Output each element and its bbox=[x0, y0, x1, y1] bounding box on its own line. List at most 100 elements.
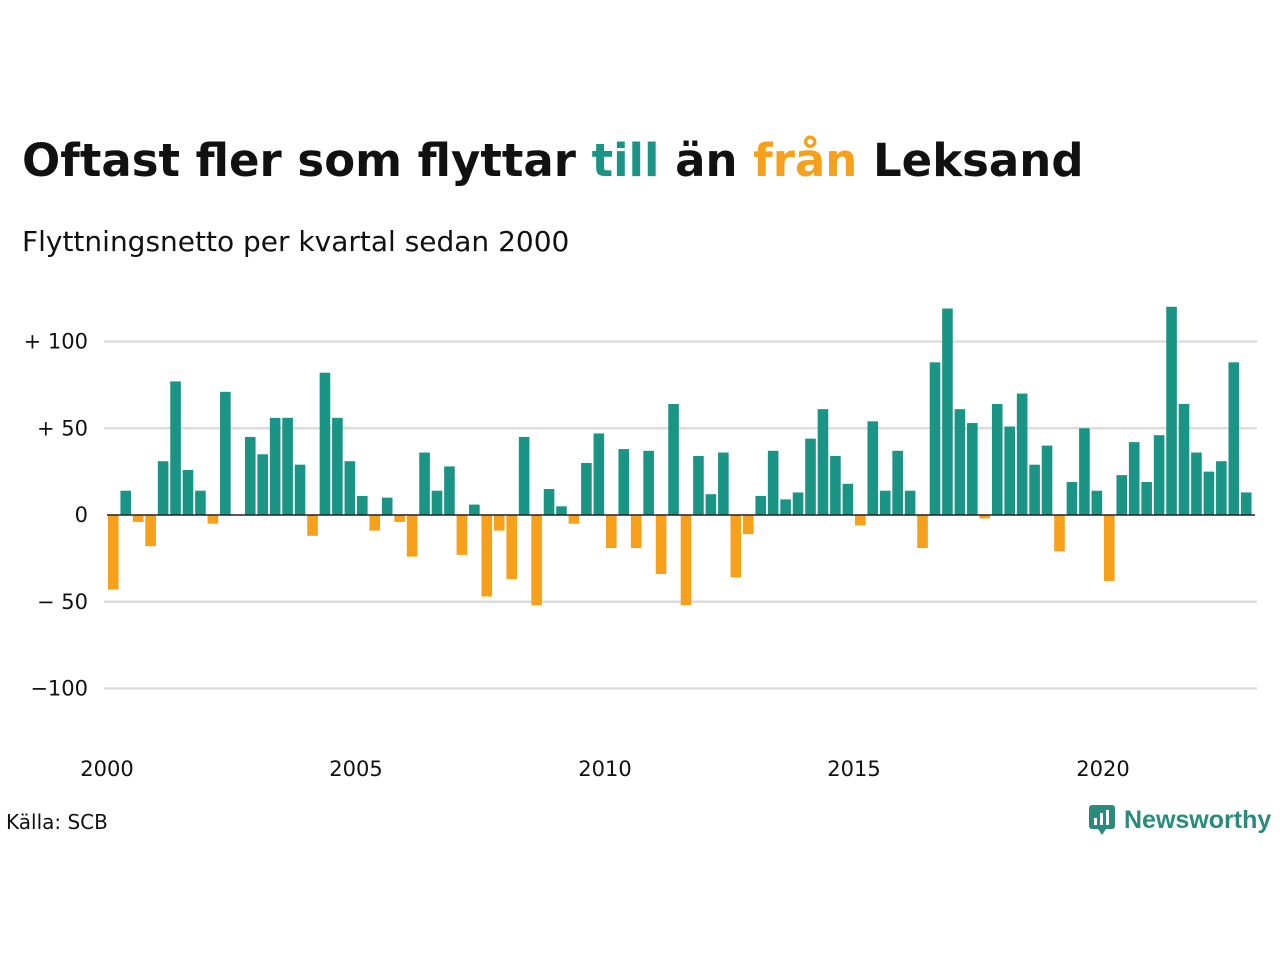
bar-2003-q2 bbox=[269, 417, 281, 515]
bar-2019-q2 bbox=[1066, 482, 1078, 515]
bar-2010-q1 bbox=[606, 515, 617, 548]
bar-2021-q3 bbox=[1178, 403, 1190, 515]
bar-2020-q4 bbox=[1141, 482, 1152, 515]
x-tick-label: 2015 bbox=[827, 757, 880, 781]
bar-2008-q1 bbox=[506, 515, 517, 580]
bar-2013-q4 bbox=[792, 492, 804, 515]
bar-2015-q4 bbox=[892, 450, 903, 515]
bar-2006-q1 bbox=[406, 515, 418, 557]
bar-2001-q2 bbox=[170, 381, 181, 515]
bar-2016-q4 bbox=[942, 308, 953, 515]
title-part-1: Oftast fler som flyttar bbox=[22, 134, 592, 187]
bar-2001-q4 bbox=[195, 490, 206, 515]
chart-title: Oftast fler som flyttar till än från Lek… bbox=[22, 132, 1084, 190]
bar-2020-q1 bbox=[1104, 515, 1115, 581]
x-tick-label: 2020 bbox=[1076, 757, 1129, 781]
bar-2018-q4 bbox=[1041, 445, 1053, 515]
title-highlight-in: till bbox=[591, 134, 660, 187]
bars bbox=[108, 306, 1252, 606]
bar-2021-q2 bbox=[1166, 306, 1177, 515]
bar-2011-q4 bbox=[693, 456, 704, 515]
bar-2014-q4 bbox=[842, 483, 854, 515]
bar-2005-q3 bbox=[381, 497, 393, 515]
y-axis-labels: + 100 + 50 0 − 50 −100 bbox=[24, 330, 88, 701]
newsworthy-logo-icon bbox=[1089, 805, 1115, 835]
bar-2002-q2 bbox=[220, 391, 231, 515]
bar-2000-q3 bbox=[132, 515, 144, 522]
bar-2012-q4 bbox=[742, 515, 754, 535]
bar-2000-q1 bbox=[108, 515, 119, 590]
bar-2010-q4 bbox=[643, 450, 654, 515]
bar-2019-q3 bbox=[1079, 428, 1090, 515]
bar-2009-q1 bbox=[556, 506, 567, 515]
bar-2018-q1 bbox=[1004, 426, 1015, 515]
bar-2016-q1 bbox=[904, 490, 916, 515]
chart-subtitle: Flyttningsnetto per kvartal sedan 2000 bbox=[22, 225, 570, 258]
bar-2015-q1 bbox=[855, 515, 866, 526]
bar-2017-q1 bbox=[954, 409, 966, 515]
bar-2016-q3 bbox=[929, 362, 941, 515]
x-tick-label: 2000 bbox=[80, 757, 133, 781]
bar-2003-q1 bbox=[257, 454, 268, 515]
bar-2001-q1 bbox=[157, 461, 169, 515]
bar-2006-q4 bbox=[444, 466, 455, 515]
bar-2022-q2 bbox=[1216, 461, 1227, 515]
bar-2015-q3 bbox=[879, 490, 891, 515]
x-tick-label: 2005 bbox=[329, 757, 382, 781]
bar-2011-q3 bbox=[680, 515, 692, 606]
bar-2013-q2 bbox=[767, 450, 779, 515]
bar-2014-q3 bbox=[830, 456, 841, 515]
gridlines bbox=[104, 340, 1257, 690]
y-tick-label: 0 bbox=[75, 503, 88, 527]
bar-2013-q3 bbox=[780, 499, 791, 515]
source-note: Källa: SCB bbox=[6, 810, 108, 834]
bar-2005-q1 bbox=[357, 495, 368, 515]
bar-2018-q2 bbox=[1016, 393, 1028, 515]
bar-2004-q3 bbox=[332, 417, 343, 515]
bar-2020-q2 bbox=[1116, 475, 1128, 515]
bar-2002-q4 bbox=[244, 436, 256, 515]
bar-2004-q4 bbox=[344, 461, 356, 515]
bar-2004-q1 bbox=[307, 515, 318, 536]
bar-2021-q1 bbox=[1153, 435, 1165, 515]
title-part-3: Leksand bbox=[857, 134, 1084, 187]
bar-2007-q4 bbox=[493, 515, 505, 531]
bar-2002-q1 bbox=[207, 515, 219, 524]
bar-2018-q3 bbox=[1029, 464, 1040, 515]
bar-2006-q2 bbox=[419, 452, 430, 515]
bar-2021-q4 bbox=[1191, 452, 1202, 515]
y-tick-label: −100 bbox=[30, 677, 88, 701]
bar-2008-q3 bbox=[531, 515, 542, 606]
y-tick-label: + 100 bbox=[24, 330, 88, 354]
bar-2012-q1 bbox=[705, 494, 717, 515]
bar-2022-q1 bbox=[1203, 471, 1215, 515]
bar-2005-q2 bbox=[369, 515, 381, 531]
bar-2000-q2 bbox=[120, 490, 132, 515]
bar-2009-q3 bbox=[581, 462, 592, 515]
bar-2007-q2 bbox=[469, 504, 480, 515]
bar-2022-q3 bbox=[1228, 362, 1240, 515]
bar-2008-q2 bbox=[518, 436, 530, 515]
bar-2003-q3 bbox=[282, 417, 293, 515]
x-tick-label: 2010 bbox=[578, 757, 631, 781]
bar-2017-q2 bbox=[967, 423, 978, 515]
bar-2006-q3 bbox=[431, 490, 443, 515]
bar-2017-q3 bbox=[979, 515, 991, 519]
bar-2012-q2 bbox=[718, 452, 729, 515]
bar-2008-q4 bbox=[543, 488, 555, 515]
bar-2007-q1 bbox=[456, 515, 468, 555]
bar-2004-q2 bbox=[319, 372, 331, 515]
bar-2022-q4 bbox=[1240, 492, 1252, 515]
y-tick-label: + 50 bbox=[37, 416, 88, 440]
x-axis-labels: 2000 2005 2010 2015 2020 bbox=[80, 757, 1129, 781]
bar-2009-q4 bbox=[593, 433, 605, 515]
bar-2011-q1 bbox=[655, 515, 667, 574]
bar-2012-q3 bbox=[730, 515, 742, 578]
bar-2009-q2 bbox=[568, 515, 580, 524]
title-highlight-out: från bbox=[753, 134, 858, 187]
bar-2015-q2 bbox=[867, 421, 879, 515]
bar-2014-q1 bbox=[805, 438, 816, 515]
bar-2010-q2 bbox=[618, 449, 630, 515]
bar-2010-q3 bbox=[630, 515, 642, 548]
